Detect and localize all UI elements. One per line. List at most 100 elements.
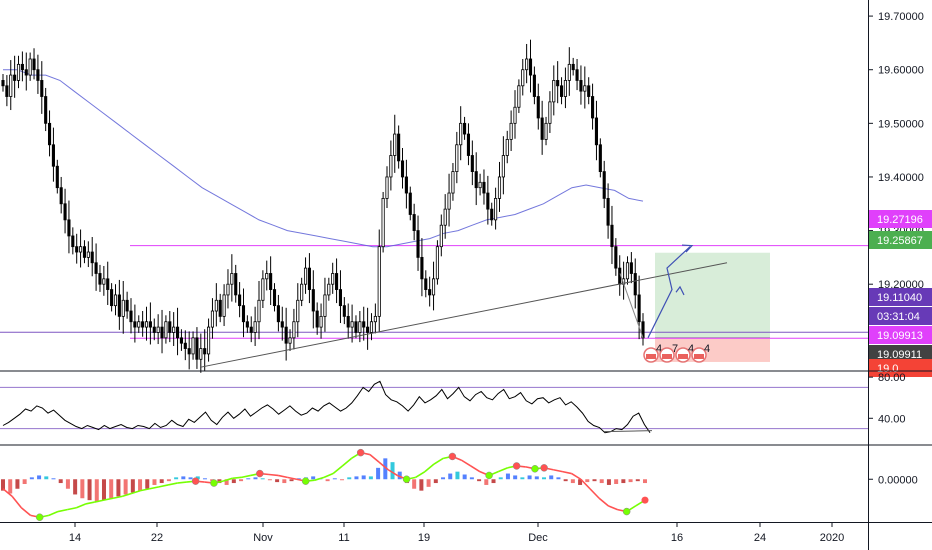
candle-body — [191, 337, 195, 355]
candle-body — [218, 299, 222, 317]
candle-body — [137, 321, 141, 328]
candle-body — [358, 321, 362, 333]
histogram-bar — [130, 479, 135, 493]
candle-body — [249, 326, 253, 333]
candle-body — [587, 85, 591, 97]
candle-body — [67, 219, 71, 237]
candle-body — [633, 273, 637, 296]
histogram-bar — [412, 479, 417, 489]
histogram-bar — [94, 479, 99, 503]
rsi-pane[interactable] — [0, 380, 868, 434]
histogram-bar — [621, 479, 626, 484]
candle-body — [435, 246, 439, 280]
histogram-bar — [202, 478, 207, 480]
candle-body — [447, 192, 451, 210]
signal-turn-dot — [512, 462, 521, 470]
histogram-bar — [606, 479, 611, 485]
histogram-bar — [123, 479, 128, 495]
histogram-bar — [116, 479, 121, 497]
candle-body — [245, 321, 249, 328]
candle-body — [389, 155, 393, 178]
signal-line-segment — [433, 457, 444, 465]
price-axis[interactable]: 19.7000019.6000019.5000019.4000019.30000… — [868, 11, 932, 486]
candle-body — [494, 198, 498, 221]
histogram-bar — [383, 458, 388, 480]
candle-body — [222, 294, 226, 317]
candle-body — [559, 85, 564, 97]
candle-body — [160, 326, 164, 339]
histogram-bar — [484, 479, 489, 485]
time-tick-label: 14 — [69, 532, 81, 544]
signal-line-segment — [341, 457, 353, 467]
event-count-label: 4 — [704, 343, 710, 355]
histogram-bar — [643, 479, 647, 484]
histogram-bar — [239, 479, 244, 482]
candle-body — [214, 299, 218, 312]
candle-body — [455, 144, 459, 172]
candle-body — [257, 299, 261, 323]
candle-body — [300, 283, 304, 301]
candle-body — [591, 96, 595, 119]
candle-body — [366, 326, 370, 333]
time-axis[interactable]: 14 22 Nov 11 19 Dec 16 24 2020 — [69, 522, 844, 544]
candle-body — [400, 160, 405, 178]
candle-body — [319, 315, 323, 328]
histogram-bar — [390, 462, 395, 480]
signal-line-segment — [121, 492, 132, 498]
candle-body — [412, 214, 416, 231]
price-tick-label: 19.60000 — [878, 65, 924, 77]
candle-body — [148, 321, 152, 328]
projection-arrowhead — [681, 244, 694, 253]
histogram-bar — [520, 477, 525, 480]
signal-line-segment — [67, 506, 77, 511]
candle-body — [106, 278, 110, 290]
time-tick-label: Nov — [253, 532, 273, 544]
histogram-bar — [174, 477, 179, 480]
histogram-bar — [441, 477, 446, 480]
signal-line-segment — [140, 487, 150, 492]
signal-line-segment — [598, 497, 609, 507]
histogram-bar — [527, 475, 532, 480]
candle-body — [614, 246, 618, 269]
oscillator-pane[interactable] — [1, 448, 649, 521]
candle-body — [13, 74, 17, 81]
histogram-bar — [109, 479, 114, 499]
histogram-bar — [231, 479, 236, 484]
histogram-bar — [635, 479, 640, 482]
candle-body — [532, 74, 536, 97]
histogram-bar — [556, 477, 561, 480]
histogram-bar — [58, 479, 63, 484]
time-tick-label: 11 — [338, 532, 349, 544]
histogram-bar — [563, 479, 568, 482]
histogram-bar — [599, 479, 604, 484]
candle-body — [490, 208, 494, 221]
candle-body — [269, 273, 273, 290]
signal-line-segment — [268, 473, 279, 477]
histogram-bar — [260, 478, 265, 480]
candle-body — [16, 63, 21, 81]
histogram-bar — [477, 479, 482, 482]
candle-body — [486, 192, 490, 210]
candle-body — [470, 155, 474, 172]
candle-body — [276, 305, 280, 323]
candle-body — [55, 165, 59, 189]
event-count-label: 4 — [688, 343, 694, 355]
candle-body — [226, 283, 230, 296]
signal-line-segment — [167, 482, 178, 486]
time-tick-label: 19 — [418, 532, 430, 544]
candle-body — [110, 289, 114, 307]
signal-line-segment — [277, 474, 288, 479]
price-tag — [869, 345, 932, 363]
histogram-bar — [585, 479, 590, 483]
price-tag-label: 19.0 — [877, 363, 898, 375]
candle-body — [207, 326, 211, 355]
histogram-bar — [152, 479, 157, 485]
candle-body — [451, 171, 455, 194]
signal-turn-dot — [301, 477, 310, 485]
price-tick-label: 19.70000 — [878, 11, 924, 23]
candle-body — [501, 155, 505, 178]
candle-body — [335, 273, 339, 290]
candle-body — [79, 246, 83, 253]
